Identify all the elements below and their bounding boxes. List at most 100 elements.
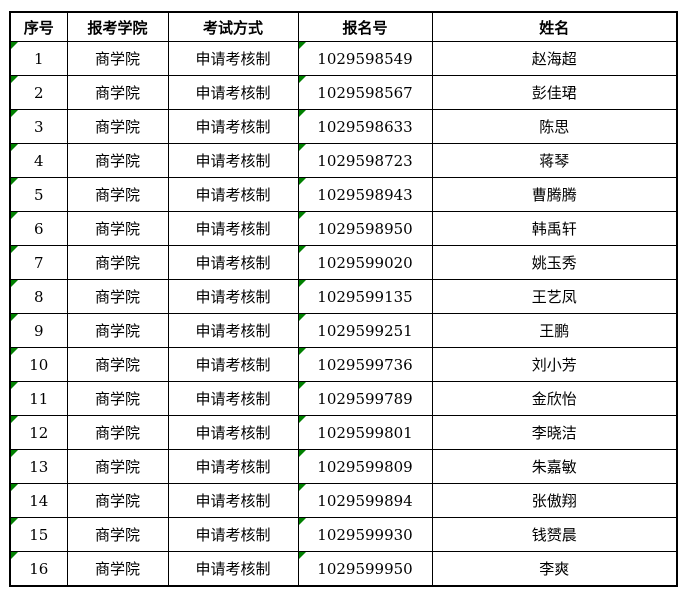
cell-college-text: 商学院 (94, 356, 140, 374)
cell-name: 蒋琴 (431, 143, 678, 178)
cell-exam-method-text: 申请考核制 (195, 152, 271, 170)
number-as-text-indicator-icon (299, 450, 306, 457)
cell-name: 王艺凤 (431, 279, 678, 314)
table-row: 10 商学院 申请考核制 1029599736 刘小芳 (9, 347, 678, 382)
table-row: 3 商学院 申请考核制 1029598633 陈思 (9, 109, 678, 144)
cell-name-text: 曹腾腾 (531, 186, 577, 204)
cell-registration-no-text: 1029598943 (317, 185, 413, 204)
cell-registration-no: 1029599135 (297, 279, 433, 314)
cell-exam-method: 申请考核制 (167, 551, 299, 587)
cell-registration-no-text: 1029599020 (317, 253, 413, 272)
cell-college: 商学院 (66, 551, 169, 587)
cell-exam-method: 申请考核制 (167, 415, 299, 450)
cell-exam-method: 申请考核制 (167, 211, 299, 246)
cell-exam-method-text: 申请考核制 (195, 254, 271, 272)
number-as-text-indicator-icon (299, 484, 306, 491)
number-as-text-indicator-icon (299, 314, 306, 321)
cell-college-text: 商学院 (94, 50, 140, 68)
cell-college: 商学院 (66, 41, 169, 76)
cell-college: 商学院 (66, 517, 169, 552)
table-header: 序号 报考学院 考试方式 报名号 姓名 (9, 11, 678, 42)
cell-exam-method: 申请考核制 (167, 517, 299, 552)
cell-index-text: 10 (29, 355, 49, 374)
cell-college: 商学院 (66, 415, 169, 450)
cell-registration-no: 1029599801 (297, 415, 433, 450)
cell-registration-no-text: 1029599251 (317, 321, 413, 340)
table-row: 16 商学院 申请考核制 1029599950 李爽 (9, 551, 678, 587)
cell-index-text: 2 (33, 83, 44, 102)
cell-name-text: 陈思 (539, 118, 570, 136)
cell-registration-no-text: 1029598549 (317, 49, 413, 68)
cell-college-text: 商学院 (94, 288, 140, 306)
number-as-text-indicator-icon (11, 212, 18, 219)
cell-exam-method-text: 申请考核制 (195, 84, 271, 102)
cell-index-text: 14 (29, 491, 49, 510)
cell-registration-no-text: 1029599801 (317, 423, 413, 442)
number-as-text-indicator-icon (299, 518, 306, 525)
cell-index-text: 9 (33, 321, 44, 340)
cell-exam-method-text: 申请考核制 (195, 118, 271, 136)
cell-registration-no-text: 1029598723 (317, 151, 413, 170)
cell-name-text: 赵海超 (531, 50, 577, 68)
cell-name-text: 金欣怡 (531, 390, 577, 408)
number-as-text-indicator-icon (11, 518, 18, 525)
col-header-registration-no: 报名号 (297, 11, 433, 42)
number-as-text-indicator-icon (11, 110, 18, 117)
number-as-text-indicator-icon (11, 246, 18, 253)
cell-exam-method: 申请考核制 (167, 483, 299, 518)
cell-name: 朱嘉敏 (431, 449, 678, 484)
number-as-text-indicator-icon (11, 314, 18, 321)
cell-name: 金欣怡 (431, 381, 678, 416)
cell-registration-no-text: 1029599135 (317, 287, 413, 306)
number-as-text-indicator-icon (11, 280, 18, 287)
cell-exam-method-text: 申请考核制 (195, 458, 271, 476)
table-row: 12 商学院 申请考核制 1029599801 李晓洁 (9, 415, 678, 450)
cell-index: 9 (9, 313, 68, 348)
cell-index-text: 8 (33, 287, 44, 306)
cell-exam-method: 申请考核制 (167, 109, 299, 144)
cell-index: 11 (9, 381, 68, 416)
cell-exam-method-text: 申请考核制 (195, 322, 271, 340)
cell-college-text: 商学院 (94, 254, 140, 272)
cell-college: 商学院 (66, 313, 169, 348)
cell-registration-no: 1029598549 (297, 41, 433, 76)
number-as-text-indicator-icon (299, 246, 306, 253)
col-header-college: 报考学院 (66, 11, 169, 42)
number-as-text-indicator-icon (299, 212, 306, 219)
cell-exam-method: 申请考核制 (167, 143, 299, 178)
applicants-table: 序号 报考学院 考试方式 报名号 姓名 1 商学院 申请考核制 10295985… (9, 11, 678, 587)
cell-college-text: 商学院 (94, 220, 140, 238)
cell-college-text: 商学院 (94, 152, 140, 170)
cell-index: 6 (9, 211, 68, 246)
number-as-text-indicator-icon (299, 42, 306, 49)
cell-exam-method: 申请考核制 (167, 75, 299, 110)
cell-name: 曹腾腾 (431, 177, 678, 212)
cell-index: 2 (9, 75, 68, 110)
cell-name: 姚玉秀 (431, 245, 678, 280)
cell-registration-no: 1029598950 (297, 211, 433, 246)
cell-registration-no-text: 1029599789 (317, 389, 413, 408)
cell-registration-no-text: 1029599930 (317, 525, 413, 544)
cell-index: 7 (9, 245, 68, 280)
cell-college-text: 商学院 (94, 118, 140, 136)
table-row: 2 商学院 申请考核制 1029598567 彭佳珺 (9, 75, 678, 110)
cell-exam-method: 申请考核制 (167, 177, 299, 212)
cell-college-text: 商学院 (94, 186, 140, 204)
cell-name-text: 李晓洁 (531, 424, 577, 442)
table-row: 6 商学院 申请考核制 1029598950 韩禹轩 (9, 211, 678, 246)
table-row: 11 商学院 申请考核制 1029599789 金欣怡 (9, 381, 678, 416)
cell-registration-no: 1029599809 (297, 449, 433, 484)
cell-name-text: 彭佳珺 (531, 84, 577, 102)
cell-exam-method: 申请考核制 (167, 245, 299, 280)
cell-exam-method: 申请考核制 (167, 313, 299, 348)
cell-college: 商学院 (66, 483, 169, 518)
cell-college: 商学院 (66, 449, 169, 484)
cell-name: 李爽 (431, 551, 678, 587)
number-as-text-indicator-icon (299, 144, 306, 151)
cell-index-text: 11 (29, 389, 49, 408)
cell-exam-method: 申请考核制 (167, 347, 299, 382)
cell-index: 12 (9, 415, 68, 450)
cell-registration-no-text: 1029599809 (317, 457, 413, 476)
table-row: 5 商学院 申请考核制 1029598943 曹腾腾 (9, 177, 678, 212)
table-row: 9 商学院 申请考核制 1029599251 王鹏 (9, 313, 678, 348)
